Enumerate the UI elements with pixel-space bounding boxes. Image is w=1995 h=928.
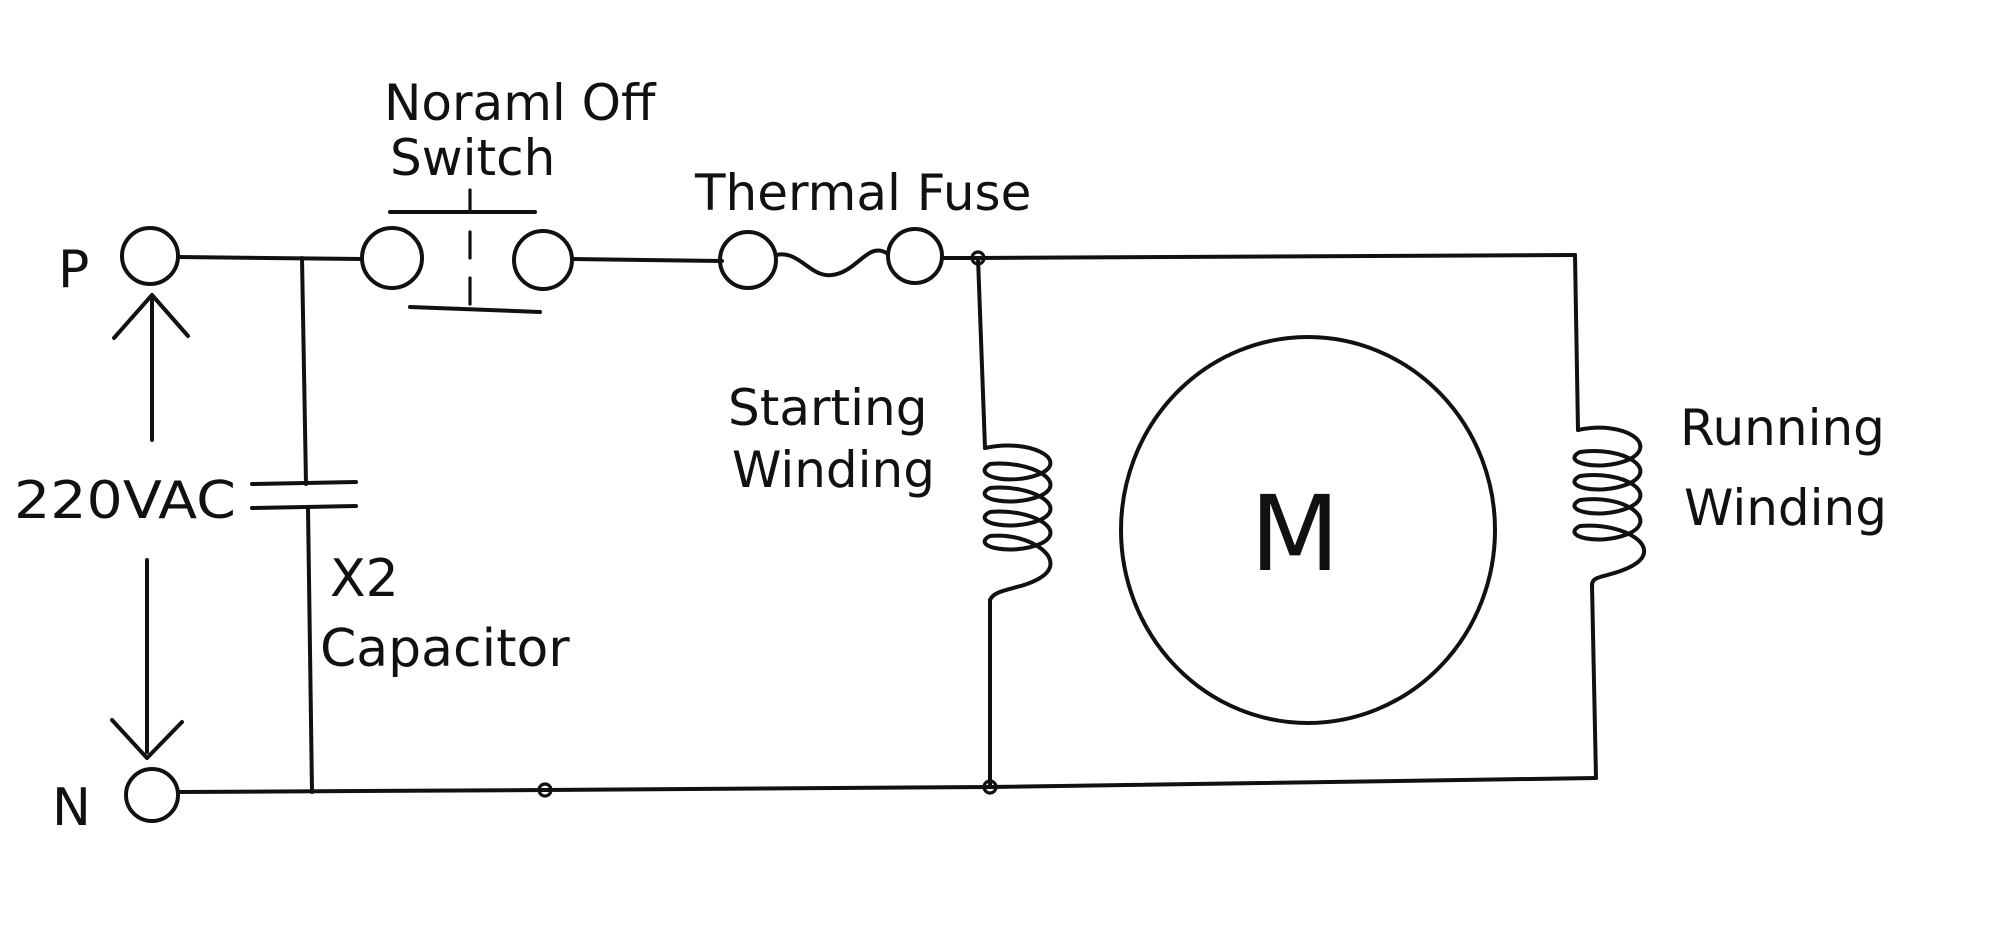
- arrow-up-icon: [112, 293, 190, 442]
- fuse-label: Thermal Fuse: [694, 164, 1031, 222]
- junction-bottom-left: [537, 782, 553, 798]
- starting-winding-coil-icon: [982, 443, 1053, 602]
- running-winding-label-line1: Running: [1680, 399, 1885, 457]
- capacitor-plate-bottom: [250, 504, 358, 510]
- terminal-n-label: N: [52, 778, 91, 838]
- running-winding: Running Winding: [1572, 399, 1887, 587]
- wire-right-vertical-bottom: [1590, 583, 1598, 780]
- terminal-p: P: [58, 226, 180, 300]
- fuse-element: [774, 248, 890, 278]
- wire-bottom-rail: [178, 776, 1598, 794]
- terminal-p-circle: [120, 226, 180, 286]
- wire-capacitor-top: [300, 256, 308, 486]
- switch-contact-left: [360, 226, 424, 290]
- terminal-p-label: P: [58, 240, 89, 300]
- switch-bar-bottom: [408, 305, 542, 314]
- switch-label-line2: Switch: [390, 129, 555, 187]
- motor: M: [537, 335, 1497, 798]
- wire-switch-to-fuse: [570, 257, 724, 263]
- capacitor-label-line2: Capacitor: [320, 619, 570, 679]
- starting-winding: Starting Winding: [728, 379, 1053, 602]
- normally-off-switch: Noraml Off Switch: [360, 74, 657, 314]
- supply-voltage-label: 220VAC: [14, 471, 236, 531]
- capacitor-label-line1: X2: [330, 549, 399, 609]
- running-winding-label-line2: Winding: [1684, 479, 1887, 537]
- x2-capacitor: X2 Capacitor: [250, 480, 570, 679]
- wire-p-to-switch: [176, 255, 364, 261]
- starting-winding-label-line2: Winding: [732, 441, 935, 499]
- wire-capacitor-bottom: [306, 506, 314, 794]
- wire-starting-top: [976, 256, 987, 450]
- fuse-end-left: [718, 230, 778, 290]
- terminal-n: N: [52, 767, 180, 838]
- motor-circle: [1119, 335, 1497, 725]
- motor-label: M: [1250, 473, 1340, 595]
- junction-bottom: [982, 779, 998, 795]
- fuse-end-right: [886, 227, 944, 285]
- junction-top: [970, 250, 986, 266]
- capacitor-plate-top: [250, 480, 358, 486]
- thermal-fuse: Thermal Fuse: [694, 164, 1031, 290]
- wires: [176, 253, 1598, 794]
- wire-right-vertical-top: [1573, 253, 1580, 432]
- switch-label-line1: Noraml Off: [384, 74, 657, 132]
- terminal-n-circle: [124, 767, 180, 823]
- wire-top-right: [976, 253, 1577, 260]
- starting-winding-label-line1: Starting: [728, 379, 927, 437]
- running-winding-coil-icon: [1572, 425, 1647, 587]
- arrow-down-icon: [110, 558, 184, 760]
- supply-voltage: 220VAC: [14, 293, 236, 760]
- switch-contact-right: [512, 229, 574, 291]
